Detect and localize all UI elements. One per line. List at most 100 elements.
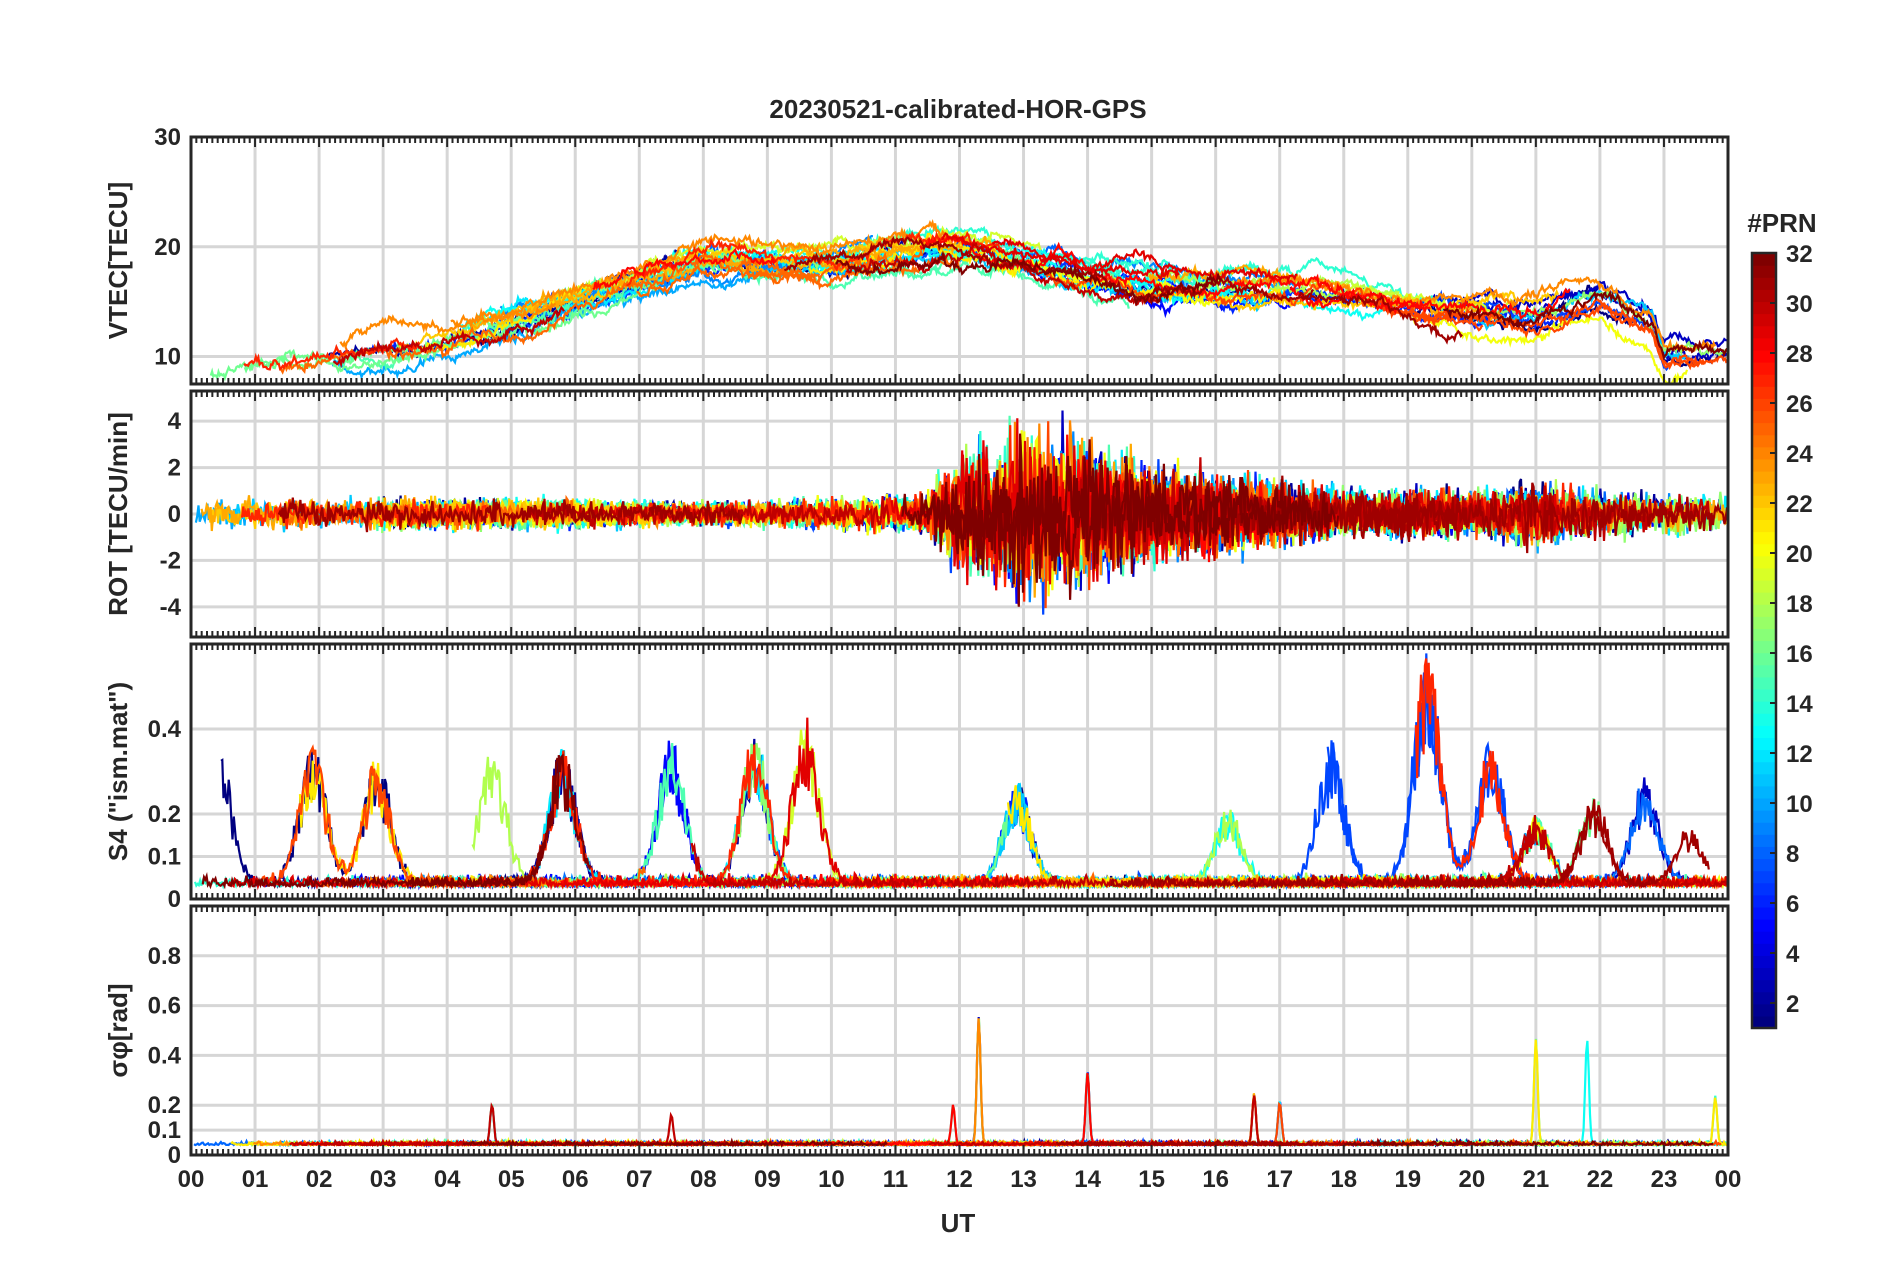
y-tick-label: 0.1	[148, 1117, 181, 1144]
colorbar-band	[1752, 361, 1776, 375]
colorbar-band	[1752, 495, 1776, 508]
series-line-prn-24	[339, 301, 557, 351]
x-tick-label: 08	[690, 1166, 717, 1193]
colorbar-band	[1752, 725, 1776, 738]
x-tick-label: 13	[1010, 1166, 1037, 1193]
colorbar-band	[1752, 265, 1776, 278]
colorbar-tick-label: 30	[1786, 291, 1813, 318]
colorbar-band	[1752, 761, 1776, 775]
x-tick-label: 16	[1202, 1166, 1229, 1193]
x-tick-label: 15	[1138, 1166, 1165, 1193]
series-line-prn-30	[289, 1138, 455, 1148]
colorbar-band	[1752, 810, 1776, 823]
colorbar-band	[1752, 604, 1776, 617]
colorbar-band	[1752, 979, 1776, 993]
colorbar-band	[1752, 374, 1776, 387]
y-axis-label: S4 ("ism.mat")	[103, 682, 133, 861]
colorbar-band	[1752, 640, 1776, 654]
x-tick-label: 10	[818, 1166, 845, 1193]
series-line-prn-31	[277, 497, 744, 533]
colorbar-band	[1752, 1003, 1776, 1017]
y-tick-label: 0.2	[148, 1092, 181, 1119]
colorbar-band	[1752, 458, 1776, 472]
series-line-prn-28	[592, 247, 777, 291]
colorbar-band	[1752, 592, 1776, 605]
x-tick-label: 14	[1074, 1166, 1101, 1193]
series-line-prn-26	[1361, 297, 1706, 371]
colorbar-band	[1752, 797, 1776, 811]
colorbar-tick-label: 6	[1786, 891, 1799, 918]
panel-s4: 0 0.1 0.2 0.4 S4 ("ism.mat")	[103, 642, 1730, 913]
colorbar-tick-label: 24	[1786, 441, 1813, 468]
panel-vtec: 10 20 30 VTEC[TECU]	[103, 124, 1730, 386]
colorbar-band	[1752, 446, 1776, 460]
y-tick-label: 0.4	[148, 1042, 182, 1069]
y-tick-label: 2	[168, 455, 181, 482]
series-line-prn-31	[1110, 799, 1652, 890]
y-tick-label: 30	[154, 124, 181, 151]
colorbar-band	[1752, 906, 1776, 920]
series-group	[194, 410, 1728, 615]
panel-sigma_phi: 00.10.2 0.4 0.6 0.8 σφ[rad] 00 01 02 03 04 05 06 07 0…	[103, 904, 1741, 1193]
colorbar-band	[1752, 398, 1776, 412]
series-group	[193, 653, 1728, 891]
series-group	[209, 219, 1728, 384]
y-tick-label: 20	[154, 234, 181, 261]
colorbar-band	[1752, 337, 1776, 351]
y-tick-label: -4	[160, 594, 182, 621]
y-tick-label: 0	[168, 1142, 181, 1169]
x-tick-label: 11	[883, 1166, 908, 1193]
colorbar-tick-label: 8	[1786, 841, 1799, 868]
y-tick-label: -2	[160, 547, 181, 574]
y-axis-label: σφ[rad]	[103, 983, 133, 1077]
x-tick-label: 02	[306, 1166, 333, 1193]
y-axis-label: VTEC[TECU]	[103, 182, 133, 339]
x-tick-label: 09	[754, 1166, 781, 1193]
colorbar-band	[1752, 253, 1776, 266]
y-axis-label: ROT [TECU/min]	[103, 412, 133, 616]
series-line-prn-21	[398, 283, 599, 354]
x-tick-label: 06	[562, 1166, 589, 1193]
colorbar-band	[1752, 737, 1776, 751]
y-tick-label: 0.4	[148, 716, 182, 743]
y-tick-label: 0.1	[148, 844, 181, 871]
colorbar-band	[1752, 955, 1776, 969]
colorbar-label: #PRN	[1747, 208, 1816, 238]
series-line-prn-30	[332, 305, 565, 369]
colorbar-band	[1752, 749, 1776, 763]
colorbar-band	[1752, 470, 1776, 484]
colorbar-band	[1752, 664, 1776, 678]
colorbar-band	[1752, 386, 1776, 399]
colorbar-tick-label: 10	[1786, 791, 1813, 818]
colorbar-tick-label: 26	[1786, 391, 1813, 418]
colorbar-tick-label: 12	[1786, 741, 1813, 768]
series-line-prn-32	[1343, 1137, 1714, 1147]
series-line-prn-32	[201, 757, 559, 891]
colorbar-band	[1752, 1015, 1776, 1029]
colorbar-band	[1752, 846, 1776, 860]
colorbar-band	[1752, 858, 1776, 872]
colorbar-band	[1752, 785, 1776, 799]
colorbar-tick-label: 16	[1786, 641, 1813, 668]
series-line-prn-24	[1236, 274, 1716, 353]
x-tick-label: 17	[1266, 1166, 1293, 1193]
x-tick-label: 18	[1330, 1166, 1357, 1193]
colorbar-band	[1752, 870, 1776, 884]
colorbar-band	[1752, 313, 1776, 327]
x-tick-label: 03	[370, 1166, 397, 1193]
colorbar-tick-label: 2	[1786, 991, 1799, 1018]
colorbar-band	[1752, 567, 1776, 581]
colorbar-tick-label: 14	[1786, 691, 1813, 718]
y-tick-label: 10	[154, 344, 181, 371]
y-tick-label: 0.8	[148, 943, 181, 970]
x-tick-label: 20	[1458, 1166, 1485, 1193]
colorbar-band	[1752, 834, 1776, 847]
colorbar-band	[1752, 822, 1776, 835]
colorbar-tick-label: 22	[1786, 491, 1813, 518]
figure-title: 20230521-calibrated-HOR-GPS	[769, 94, 1146, 124]
colorbar-band	[1752, 616, 1776, 629]
colorbar-band	[1752, 919, 1776, 932]
colorbar-band	[1752, 579, 1776, 593]
